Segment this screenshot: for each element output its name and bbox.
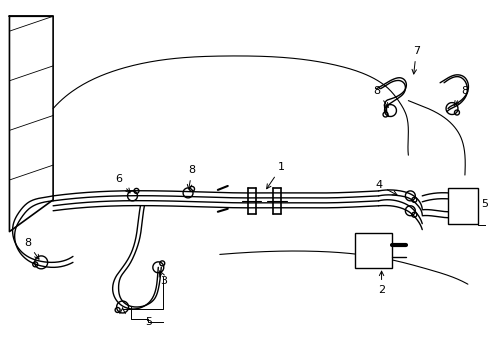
Text: 6: 6 (115, 174, 130, 193)
Text: 2: 2 (377, 271, 385, 295)
Text: 3: 3 (160, 276, 166, 286)
Bar (354, 233, 392, 268)
Text: 8: 8 (187, 165, 195, 189)
Text: 4: 4 (374, 180, 396, 195)
Bar (447, 188, 477, 224)
Text: 8: 8 (372, 86, 387, 107)
Text: 5: 5 (480, 199, 487, 209)
Text: 8: 8 (453, 86, 468, 105)
Text: 1: 1 (266, 162, 284, 189)
Text: 8: 8 (24, 238, 39, 259)
Text: 5: 5 (144, 317, 152, 327)
Text: 7: 7 (411, 46, 419, 74)
